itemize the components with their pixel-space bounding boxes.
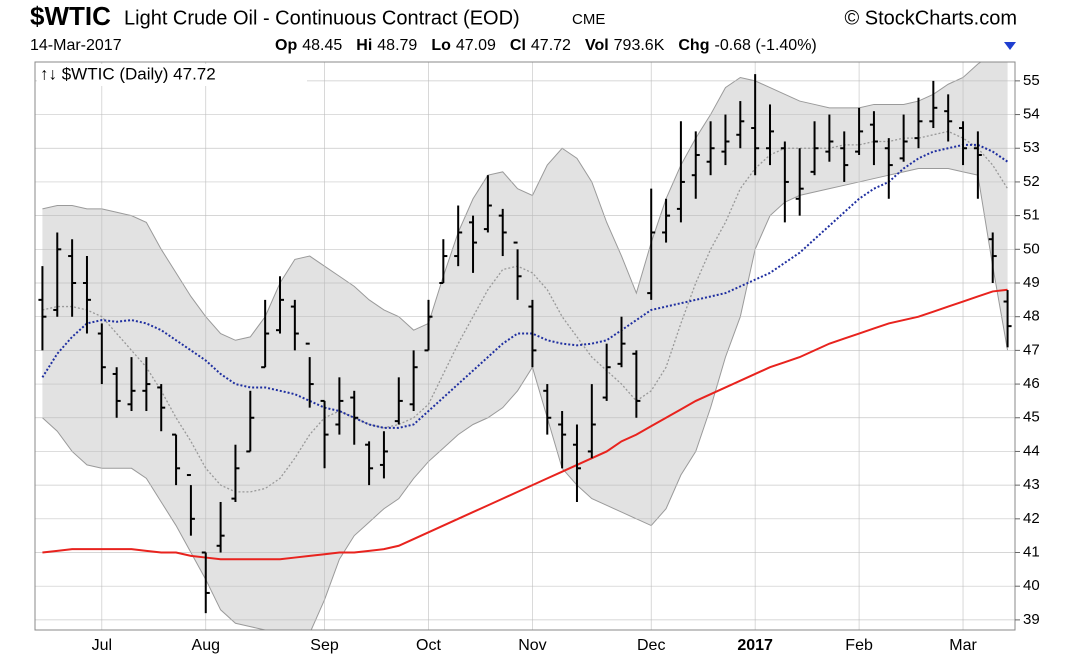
band-area <box>42 62 1008 630</box>
y-tick-label: 49 <box>1023 274 1040 291</box>
quote-key: Lo <box>431 37 451 54</box>
quote-value: 48.45 <box>302 37 342 54</box>
exchange: CME <box>572 11 605 28</box>
down-arrow <box>1004 42 1016 50</box>
y-tick-label: 41 <box>1023 543 1040 560</box>
moving-average <box>41 143 1009 429</box>
quote-value: 48.79 <box>377 37 417 54</box>
y-tick-label: 50 <box>1023 240 1040 257</box>
y-tick-label: 42 <box>1023 510 1040 527</box>
y-tick-label: 39 <box>1023 611 1040 628</box>
y-tick-label: 47 <box>1023 341 1040 358</box>
moving-average <box>42 130 1009 493</box>
legend-box <box>37 64 307 86</box>
y-tick-label: 45 <box>1023 409 1040 426</box>
quote-value: 793.6K <box>614 37 665 54</box>
quote-key: Op <box>275 37 297 54</box>
x-tick-label: 2017 <box>737 637 773 654</box>
quote-key: Cl <box>510 37 526 54</box>
x-tick-label: Aug <box>192 637 220 654</box>
quote-key: Chg <box>678 37 709 54</box>
legend: ↑↓ $WTIC (Daily) 47.72 <box>40 64 216 83</box>
x-tick-label: Mar <box>949 637 977 654</box>
y-tick-label: 48 <box>1023 308 1040 325</box>
x-tick-label: Dec <box>637 637 665 654</box>
plot-border <box>34 61 1016 631</box>
band-edge <box>42 62 982 341</box>
x-tick-label: Feb <box>845 637 873 654</box>
quote-line: Op 48.45 Hi 48.79 Lo 47.09 Cl 47.72 Vol 793.6K Chg… <box>275 37 817 54</box>
y-tick-label: 43 <box>1023 476 1040 493</box>
plot <box>35 62 1015 630</box>
y-tick-label: 51 <box>1023 207 1040 224</box>
quote-key: Vol <box>585 37 609 54</box>
quote-value: -0.68 (-1.40%) <box>714 37 816 54</box>
y-tick-label: 40 <box>1023 577 1040 594</box>
date: 14-Mar-2017 <box>30 37 122 54</box>
y-tick-label: 46 <box>1023 375 1040 392</box>
plot-layer <box>35 62 1015 630</box>
y-tick-label: 53 <box>1023 139 1040 156</box>
y-tick-label: 52 <box>1023 173 1040 190</box>
quote-value: 47.09 <box>456 37 496 54</box>
y-tick-label: 44 <box>1023 442 1040 459</box>
source: © StockCharts.com <box>844 7 1017 29</box>
x-tick-label: Nov <box>518 637 546 654</box>
y-tick-label: 55 <box>1023 72 1040 89</box>
symbol: $WTIC <box>30 1 111 31</box>
instrument-name: Light Crude Oil - Continuous Contract (E… <box>124 7 520 29</box>
x-tick-label: Jul <box>92 637 112 654</box>
moving-average <box>42 288 1008 561</box>
band-edge <box>42 167 1009 630</box>
x-tick-label: Sep <box>310 637 339 654</box>
quote-value: 47.72 <box>531 37 571 54</box>
y-tick-label: 54 <box>1023 106 1040 123</box>
quote-key: Hi <box>356 37 372 54</box>
x-tick-label: Oct <box>416 637 441 654</box>
